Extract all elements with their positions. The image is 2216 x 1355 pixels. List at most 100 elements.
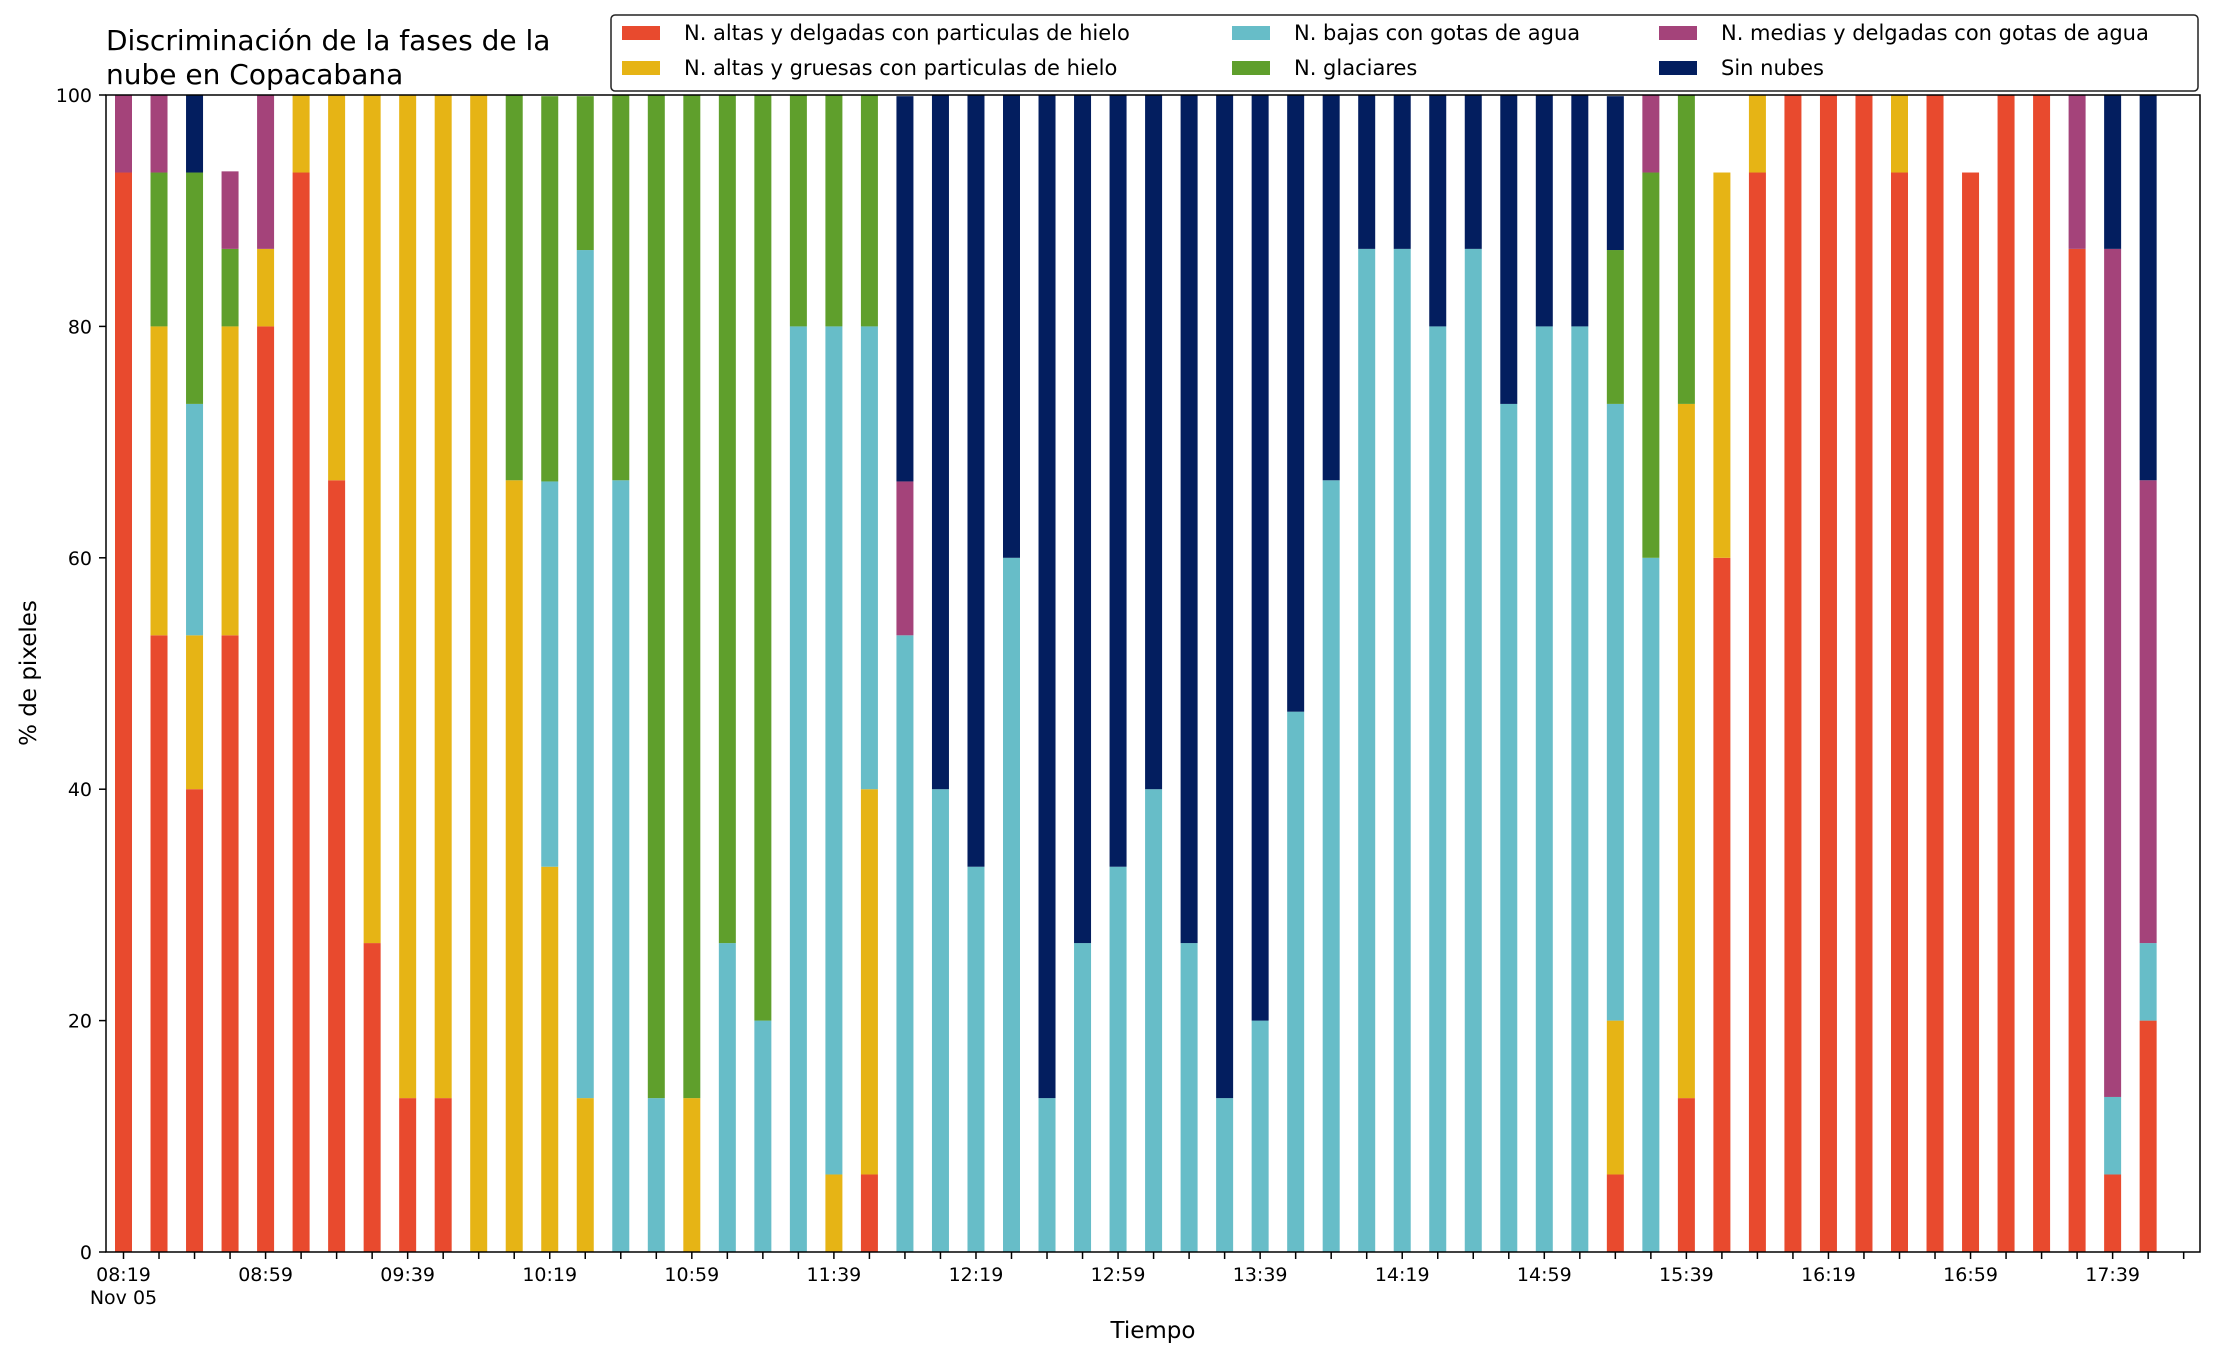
bar-segment	[1642, 95, 1660, 173]
bar-segment	[647, 1098, 665, 1252]
bar-segment	[257, 95, 275, 249]
bar-segment	[754, 95, 772, 1021]
bar-segment	[1251, 1020, 1269, 1252]
y-tick-label: 20	[68, 1011, 92, 1033]
bar-segment	[470, 95, 488, 1252]
x-tick-label: 14:59	[1517, 1264, 1572, 1286]
bar-segment	[612, 95, 630, 481]
legend-swatch	[1232, 26, 1270, 40]
bar-segment	[1464, 95, 1482, 249]
y-tick-label: 60	[68, 548, 92, 570]
bar-segment	[150, 172, 168, 327]
bar-segment	[150, 326, 168, 636]
bar-segment	[1216, 1098, 1234, 1252]
bar-segment	[967, 866, 985, 1252]
bar-segment	[1784, 95, 1802, 1252]
legend-swatch	[622, 61, 660, 75]
bar-segment	[1109, 95, 1127, 867]
bar-segment	[2139, 480, 2157, 944]
x-tick-label: 13:39	[1233, 1264, 1288, 1286]
bar-segment	[825, 95, 843, 327]
bar-segment	[2139, 95, 2157, 481]
bar-segment	[1322, 95, 1340, 481]
bar-segment	[2068, 248, 2086, 1252]
y-axis-label: % de pixeles	[16, 600, 42, 746]
bar-segment	[860, 789, 878, 1175]
bar-segment	[2068, 95, 2086, 249]
bar-segment	[1606, 250, 1624, 404]
bar-segment	[221, 326, 239, 636]
bar-segment	[1891, 172, 1908, 1252]
legend-label: Sin nubes	[1721, 56, 1824, 80]
y-tick-label: 80	[68, 316, 92, 338]
bar-segment	[1038, 95, 1056, 1099]
legend-label: N. medias y delgadas con gotas de agua	[1721, 21, 2149, 45]
bar-segment	[115, 172, 132, 1252]
bar-segment	[1145, 95, 1163, 790]
x-tick-label: 08:19	[96, 1264, 151, 1286]
bar-segment	[612, 480, 630, 1252]
bar-segment	[860, 326, 878, 790]
bar-segment	[257, 248, 275, 327]
x-tick-label: 10:19	[522, 1264, 577, 1286]
x-tick-label: 08:59	[238, 1264, 293, 1286]
bar-segment	[1962, 172, 1980, 1252]
bar-segment	[1571, 95, 1589, 327]
y-tick-label: 0	[80, 1242, 92, 1264]
legend-label: N. glaciares	[1294, 56, 1417, 80]
bar-segment	[541, 481, 559, 867]
bar-segment	[505, 95, 523, 481]
bar-segment	[931, 789, 949, 1252]
bar-segment	[221, 635, 239, 1252]
y-tick-label: 40	[68, 779, 92, 801]
bar-segment	[860, 1174, 878, 1252]
bar-segment	[1003, 557, 1020, 1252]
bar-segment	[1500, 403, 1518, 1252]
bar-segment	[186, 172, 204, 404]
bar-segment	[789, 95, 807, 327]
bar-segment	[541, 866, 559, 1252]
bar-segment	[1819, 95, 1837, 1252]
bar-segment	[2104, 1096, 2122, 1175]
bar-segment	[292, 95, 310, 173]
bar-segment	[896, 635, 914, 1252]
bar-segment	[647, 95, 665, 1099]
bar-segment	[1216, 95, 1234, 1099]
bar-segment	[1074, 943, 1092, 1252]
bar-segment	[505, 480, 523, 1252]
bar-segment	[1642, 557, 1660, 1252]
bar-segment	[1393, 248, 1411, 1252]
bar-segment	[1180, 95, 1198, 944]
bar-segment	[434, 1098, 452, 1252]
x-tick-label: 12:59	[1091, 1264, 1146, 1286]
bar-segment	[1926, 95, 1944, 1252]
bar-segment	[1393, 95, 1411, 249]
bar-segment	[2104, 1174, 2122, 1252]
bar-segment	[825, 326, 843, 1175]
legend-label: N. altas y delgadas con particulas de hi…	[684, 21, 1130, 45]
bar-segment	[1429, 95, 1447, 327]
x-tick-label: 16:59	[1943, 1264, 1998, 1286]
bar-segment	[718, 95, 736, 944]
bar-segment	[1535, 326, 1553, 1252]
legend-label: N. altas y gruesas con particulas de hie…	[684, 56, 1117, 80]
bar-segment	[150, 635, 168, 1252]
legend-swatch	[1659, 26, 1697, 40]
bar-segment	[1997, 95, 2015, 1252]
bar-segment	[2139, 1020, 2157, 1252]
bar-segment	[1038, 1098, 1056, 1252]
x-tick-label: 16:19	[1801, 1264, 1856, 1286]
bar-segment	[1677, 1098, 1695, 1252]
x-tick-sublabel: Nov 05	[90, 1287, 157, 1309]
legend-swatch	[622, 26, 660, 40]
bar-segment	[1891, 95, 1908, 173]
bar-segment	[328, 480, 346, 1252]
y-axis-ticks: 0 20 40 60 80 100	[56, 85, 106, 1264]
bar-segment	[896, 96, 914, 482]
bar-segment	[150, 95, 168, 173]
x-axis-label: Tiempo	[1110, 1318, 1196, 1344]
bar-segment	[931, 95, 949, 790]
bar-segment	[541, 96, 559, 482]
bar-segment	[683, 95, 701, 1099]
